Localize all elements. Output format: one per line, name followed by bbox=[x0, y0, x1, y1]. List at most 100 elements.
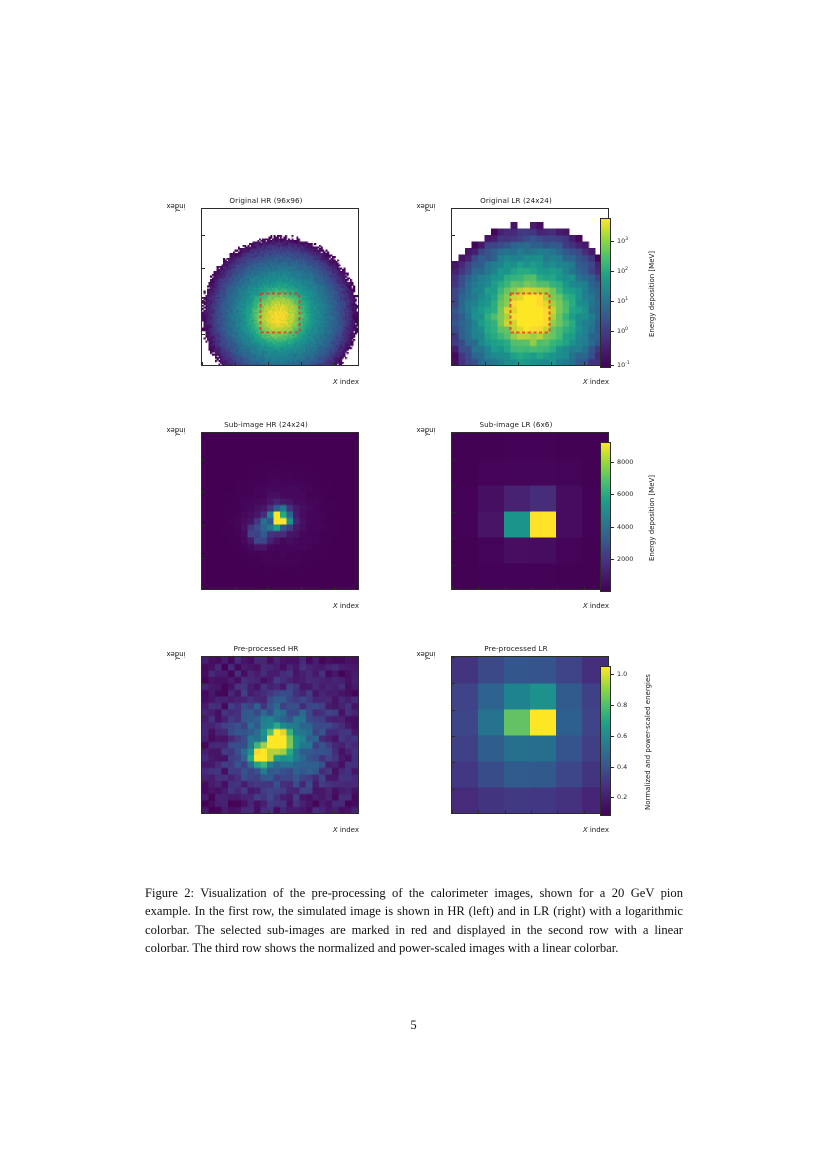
y-tick-mark bbox=[202, 749, 205, 750]
plot-area-pre-processed-hr: 0510152005101520 bbox=[201, 656, 359, 814]
colorbar-tick-mark bbox=[611, 300, 614, 302]
y-tick-mark bbox=[202, 683, 205, 685]
colorbar-tick-label: 1.0 bbox=[617, 669, 628, 678]
y-tick-mark bbox=[202, 716, 205, 718]
x-axis-word: index bbox=[339, 602, 359, 610]
y-tick-mark bbox=[202, 492, 205, 494]
x-axis-label-pre-processed-hr: X index bbox=[201, 826, 359, 834]
colorbar-tick-mark bbox=[611, 494, 614, 495]
colorbar-title-linear-text: Energy deposition [MeV] bbox=[647, 474, 656, 562]
plot-area-pre-processed-lr: 01234560123456 bbox=[451, 656, 609, 814]
x-tick-mark bbox=[452, 586, 453, 589]
y-tick-mark bbox=[202, 235, 205, 237]
colorbar-tick-label: 6000 bbox=[617, 490, 634, 499]
panel-title-pre-processed-hr: Pre-processed HR bbox=[233, 644, 299, 653]
y-tick-mark bbox=[452, 268, 455, 270]
colorbar-linear-energy: Energy deposition [MeV] 2000 4000 6000 8000 bbox=[600, 434, 686, 609]
y-tick-mark bbox=[202, 459, 205, 461]
colorbar-tick-mark bbox=[611, 766, 614, 768]
x-tick-mark bbox=[202, 810, 203, 813]
panel-title-sub-image-hr: Sub-image HR (24x24) bbox=[224, 420, 308, 429]
x-tick-mark bbox=[583, 810, 585, 813]
x-axis-label-original-lr: X index bbox=[451, 378, 609, 386]
y-axis-label-pre-processed-hr: Y index bbox=[166, 650, 185, 814]
x-tick-mark bbox=[333, 362, 335, 365]
y-axis-word: index bbox=[166, 202, 186, 210]
y-tick-mark bbox=[452, 485, 455, 487]
panel-title-sub-image-lr: Sub-image LR (6x6) bbox=[479, 420, 553, 429]
plot-area-sub-image-lr: 01234560123456 bbox=[451, 432, 609, 590]
x-tick-mark bbox=[478, 810, 480, 813]
x-axis-symbol: X bbox=[582, 826, 588, 834]
y-tick-mark bbox=[202, 334, 205, 335]
colorbar-tick-label: 4000 bbox=[617, 522, 634, 531]
colorbar-title-log-text: Energy deposition [MeV] bbox=[647, 250, 656, 338]
y-axis-word: index bbox=[166, 426, 186, 434]
x-tick-mark bbox=[267, 586, 269, 589]
x-tick-mark bbox=[202, 586, 203, 589]
x-axis-word: index bbox=[339, 378, 359, 386]
figure-2: Original HR (96x96) 020406080020406080 Y… bbox=[145, 196, 690, 868]
x-tick-mark bbox=[583, 586, 585, 589]
colorbar-tick-mark bbox=[611, 559, 614, 561]
x-axis-symbol: X bbox=[582, 378, 588, 386]
colorbar-tick-label: 103 bbox=[617, 236, 629, 245]
y-axis-label-sub-image-hr: Y index bbox=[166, 426, 185, 590]
x-axis-word: index bbox=[589, 378, 609, 386]
x-axis-label-pre-processed-lr: X index bbox=[451, 826, 609, 834]
colorbar-tick-label: 102 bbox=[617, 266, 629, 275]
panel-title-pre-processed-lr: Pre-processed LR bbox=[484, 644, 548, 653]
y-axis-label-original-hr: Y index bbox=[166, 202, 185, 366]
colorbar-tick-mark bbox=[611, 330, 614, 332]
x-tick-mark bbox=[557, 810, 559, 813]
y-tick-mark bbox=[452, 538, 455, 540]
plot-area-sub-image-hr: 0510152005101520 bbox=[201, 432, 359, 590]
x-axis-symbol: X bbox=[332, 378, 338, 386]
y-tick-mark bbox=[452, 235, 455, 237]
x-tick-mark bbox=[484, 362, 486, 365]
colorbar-title-log: Energy deposition [MeV] bbox=[646, 210, 657, 378]
plot-area-original-lr: 0510152005101520 bbox=[451, 208, 609, 366]
figure-row-2: Sub-image HR (24x24) 0510152005101520 Y … bbox=[145, 420, 690, 644]
colorbar-tick-mark bbox=[611, 461, 614, 463]
x-tick-mark bbox=[202, 362, 203, 365]
colorbar-tick-label: 0.4 bbox=[617, 762, 628, 771]
x-tick-mark bbox=[234, 362, 236, 365]
colorbar-title-normalized-text: Normalized and power-scaled energies bbox=[643, 674, 652, 810]
x-tick-mark bbox=[333, 586, 335, 589]
x-axis-symbol: X bbox=[332, 826, 338, 834]
x-tick-mark bbox=[333, 810, 335, 813]
figure-caption-text: Visualization of the pre-processing of t… bbox=[145, 886, 684, 956]
figure-row-3: Pre-processed HR 0510152005101520 Y inde… bbox=[145, 644, 690, 868]
panel-title-original-hr: Original HR (96x96) bbox=[229, 196, 303, 205]
colorbar-tick-label: 0.2 bbox=[617, 793, 628, 802]
x-axis-symbol: X bbox=[582, 602, 588, 610]
figure-row-1: Original HR (96x96) 020406080020406080 Y… bbox=[145, 196, 690, 420]
y-tick-mark bbox=[452, 657, 455, 658]
page-number: 5 bbox=[410, 1018, 417, 1032]
colorbar-title-linear: Energy deposition [MeV] bbox=[646, 434, 657, 602]
x-tick-mark bbox=[550, 362, 552, 365]
x-tick-mark bbox=[234, 810, 236, 813]
x-tick-mark bbox=[478, 586, 480, 589]
y-tick-mark bbox=[202, 558, 205, 559]
x-tick-mark bbox=[267, 362, 269, 365]
y-tick-mark bbox=[452, 301, 455, 302]
x-axis-word: index bbox=[589, 826, 609, 834]
figure-caption: Figure 2: Visualization of the pre-proce… bbox=[145, 884, 683, 958]
x-tick-mark bbox=[452, 810, 453, 813]
y-tick-mark bbox=[452, 564, 455, 566]
x-tick-mark bbox=[300, 362, 302, 365]
colorbar-tick-label: 101 bbox=[617, 296, 629, 305]
y-tick-mark bbox=[452, 709, 455, 711]
y-tick-mark bbox=[202, 301, 205, 302]
x-tick-mark bbox=[234, 586, 236, 589]
x-axis-symbol: X bbox=[332, 602, 338, 610]
x-tick-mark bbox=[504, 586, 506, 589]
colorbar-gradient-linear bbox=[600, 442, 611, 592]
y-tick-mark bbox=[452, 762, 455, 764]
y-tick-mark bbox=[202, 268, 205, 270]
colorbar-tick-mark bbox=[611, 797, 614, 799]
x-tick-mark bbox=[531, 586, 532, 589]
